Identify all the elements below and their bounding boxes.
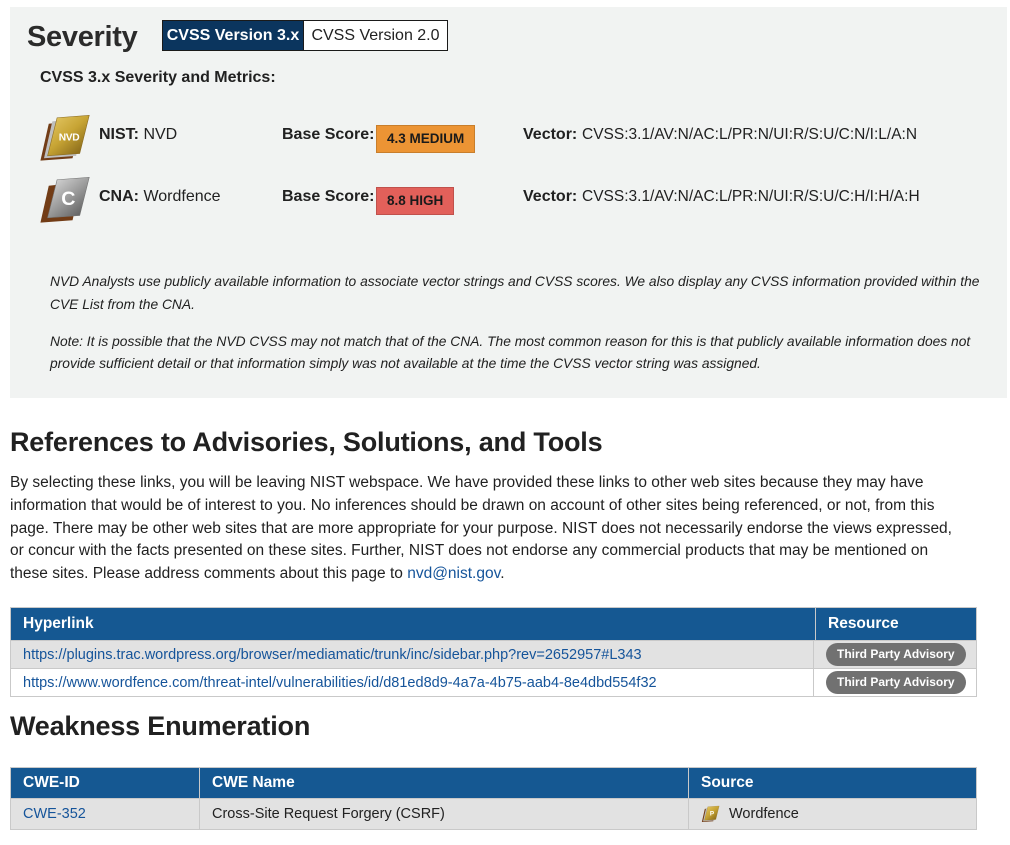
svg-text:P: P [710,811,714,818]
svg-text:C: C [61,188,75,210]
svg-text:NVD: NVD [59,132,80,143]
